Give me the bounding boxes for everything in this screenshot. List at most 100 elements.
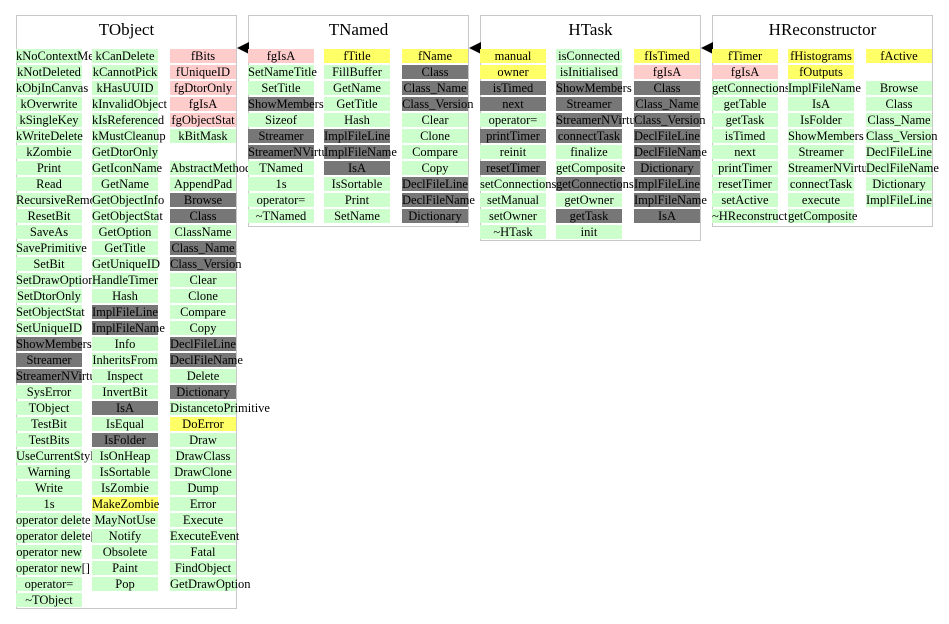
class-member: isTimed	[712, 129, 778, 143]
class-member: getConnections	[712, 81, 790, 95]
class-member: Dump	[170, 481, 236, 495]
class-title: HTask	[568, 20, 613, 39]
spacer	[170, 145, 236, 159]
class-member: manual	[480, 49, 546, 63]
class-member: SetObjectStat	[16, 305, 85, 319]
member-column: fActive Browse Class Class_Name Class_Versio…	[866, 49, 939, 209]
class-title: TObject	[98, 20, 155, 39]
class-member: GetName	[92, 177, 158, 191]
class-member: kCannotPick	[92, 65, 158, 79]
class-member: kInvalidObject	[92, 97, 167, 111]
class-member: GetObjectStat	[92, 209, 163, 223]
class-member: SetBit	[16, 257, 82, 271]
class-member: TestBits	[16, 433, 82, 447]
class-member: Dictionary	[634, 161, 700, 175]
class-member: setOwner	[480, 209, 546, 223]
member-column: fIsTimed fgIsA Class Class_Name Class_Versio…	[634, 49, 707, 225]
class-member: Execute	[170, 513, 236, 527]
class-member: getConnections	[556, 177, 634, 191]
class-member: GetTitle	[92, 241, 158, 255]
class-member: operator delete	[16, 513, 91, 527]
class-member: Class_Version	[634, 113, 706, 127]
class-member: getOwner	[556, 193, 622, 207]
class-member: setConnections	[480, 177, 557, 191]
class-member: finalize	[556, 145, 622, 159]
class-member: FillBuffer	[324, 65, 390, 79]
class-member: Error	[170, 497, 236, 511]
class-member: fgIsA	[634, 65, 700, 79]
class-member: IsFolder	[788, 113, 854, 127]
class-member: Compare	[402, 145, 468, 159]
class-member: operator new	[16, 545, 82, 559]
class-member: ImplFileName	[92, 321, 165, 335]
class-member: ~TObject	[16, 593, 82, 607]
class-member: SetTitle	[248, 81, 314, 95]
class-member: GetDtorOnly	[92, 145, 158, 159]
class-member: ShowMembers	[248, 97, 324, 111]
class-member: Browse	[866, 81, 932, 95]
class-member: kWriteDelete	[16, 129, 83, 143]
class-member: fActive	[866, 49, 932, 63]
class-member: Streamer	[556, 97, 622, 111]
class-member: GetObjectInfo	[92, 193, 165, 207]
class-member: ShowMembers	[556, 81, 632, 95]
class-member: InvertBit	[92, 385, 158, 399]
class-member: Class_Name	[634, 97, 700, 111]
class-member: SetName	[324, 209, 390, 223]
class-member: fgIsA	[170, 97, 236, 111]
class-member: Sizeof	[248, 113, 314, 127]
class-member: operator=	[480, 113, 546, 127]
class-member: DistancetoPrimitive	[170, 401, 270, 415]
class-member: operator=	[16, 577, 82, 591]
class-member: TObject	[16, 401, 82, 415]
class-title: HReconstructor	[768, 20, 877, 39]
class-member: getComposite	[556, 161, 626, 175]
member-column: manual owner isTimed next operator= printTime…	[480, 49, 557, 241]
class-member: fgObjectStat	[170, 113, 236, 127]
class-member: Write	[16, 481, 82, 495]
member-column: kNoContextMenu kNotDeleted kObjInCanvas kOv…	[16, 49, 108, 609]
class-member: Read	[16, 177, 82, 191]
class-member: ImplFileName	[324, 145, 397, 159]
class-member: fName	[402, 49, 468, 63]
class-member: Obsolete	[92, 545, 158, 559]
class-member: ImplFileLine	[324, 129, 390, 143]
member-column: fHistograms fOutputs ImplFileName IsA IsFold…	[788, 49, 877, 225]
class-member: Streamer	[248, 129, 314, 143]
class-member: kIsReferenced	[92, 113, 165, 127]
class-member: DeclFileLine	[402, 177, 468, 191]
class-member: ImplFileName	[634, 193, 707, 207]
class-member: Class_Version	[170, 257, 242, 271]
member-column: fTimer fgIsA getConnections getTable getTask…	[712, 49, 798, 225]
class-member: ShowMembers	[788, 129, 864, 143]
class-member: IsFolder	[92, 433, 158, 447]
class-member: DeclFileName	[634, 145, 707, 159]
class-member: fgIsA	[712, 65, 778, 79]
class-member: ImplFileLine	[866, 193, 932, 207]
class-member: getComposite	[788, 209, 858, 223]
class-member: reinit	[480, 145, 546, 159]
class-member: GetUniqueID	[92, 257, 161, 271]
class-member: owner	[480, 65, 546, 79]
class-member: SavePrimitive	[16, 241, 87, 255]
class-member: ~HTask	[480, 225, 546, 239]
member-column: fName Class Class_Name Class_Version Clear Cl…	[402, 49, 475, 225]
class-member: Dictionary	[170, 385, 236, 399]
class-member: getTask	[556, 209, 622, 223]
class-member: DoError	[170, 417, 236, 431]
class-member: GetDrawOption	[170, 577, 251, 591]
class-member: InheritsFrom	[92, 353, 158, 367]
class-member: HandleTimer	[92, 273, 159, 287]
class-member: Compare	[170, 305, 236, 319]
class-member: IsA	[324, 161, 390, 175]
class-member: Clone	[170, 289, 236, 303]
class-member: ShowMembers	[16, 337, 92, 351]
class-member: ExecuteEvent	[170, 529, 240, 543]
class-member: StreamerNVirtual	[248, 145, 337, 159]
class-member: Streamer	[16, 353, 82, 367]
class-member: Streamer	[788, 145, 854, 159]
class-member: StreamerNVirtual	[16, 369, 105, 383]
class-member: SysError	[16, 385, 82, 399]
class-member: Dictionary	[866, 177, 932, 191]
class-member: fOutputs	[788, 65, 854, 79]
